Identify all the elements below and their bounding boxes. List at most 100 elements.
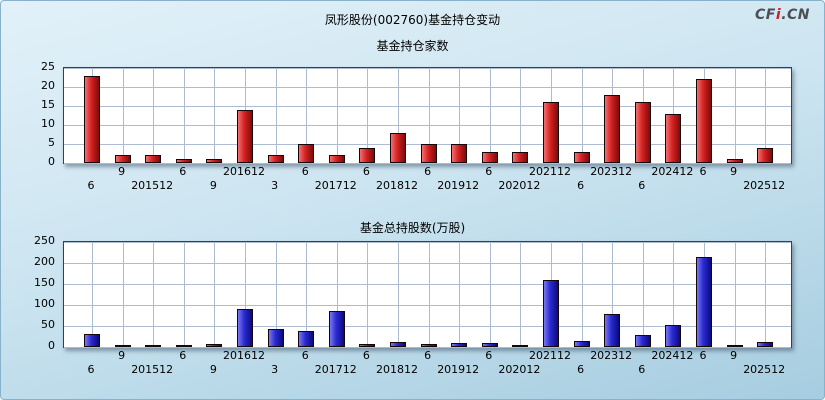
h-gridline: [64, 347, 791, 348]
x-tick-label: 202112: [529, 349, 571, 362]
h-gridline: [64, 326, 791, 327]
bar: [237, 109, 253, 163]
bar: [696, 79, 712, 163]
x-tick-label: 201712: [314, 363, 357, 376]
v-gridline: [275, 242, 277, 347]
bar: [726, 345, 743, 347]
v-gridline: [765, 68, 767, 163]
bar: [359, 147, 376, 163]
y-tick-label: 150: [34, 276, 55, 289]
bar: [114, 155, 131, 163]
v-gridline: [734, 68, 736, 163]
bar: [267, 155, 284, 163]
v-gridline: [459, 242, 461, 347]
h-gridline: [64, 305, 791, 306]
bar: [328, 311, 345, 347]
fund-holders-chart-title: 基金持仓家数: [376, 39, 449, 53]
bar: [481, 342, 498, 347]
bar: [634, 335, 651, 347]
x-tick-label: 6: [699, 165, 707, 178]
x-tick-label: 6: [424, 349, 432, 362]
bar: [84, 333, 100, 347]
bar: [267, 329, 284, 347]
bar: [237, 309, 253, 347]
h-gridline: [64, 125, 791, 126]
h-gridline: [64, 87, 791, 88]
bar: [206, 343, 223, 347]
x-tick-label: 6: [577, 179, 585, 192]
bar: [757, 341, 774, 347]
v-gridline: [642, 242, 644, 347]
v-gridline: [153, 242, 155, 347]
v-gridline: [367, 242, 369, 347]
bar: [206, 159, 223, 163]
logo-text-cf: CF: [755, 7, 776, 23]
bar: [696, 256, 712, 347]
v-gridline: [183, 68, 185, 163]
v-gridline: [153, 68, 155, 163]
bar: [390, 341, 406, 347]
v-gridline: [336, 242, 338, 347]
bar: [512, 151, 529, 163]
bar: [757, 147, 774, 163]
page-title: 凤形股份(002760)基金持仓变动: [324, 13, 501, 27]
h-gridline: [64, 68, 791, 69]
bar: [512, 344, 529, 347]
x-tick-label: 6: [485, 165, 493, 178]
x-tick-label: 6: [362, 349, 370, 362]
fund-shares-plot: [63, 241, 792, 348]
v-gridline: [673, 242, 675, 347]
v-gridline: [92, 242, 93, 347]
y-tick-label: 50: [41, 318, 55, 331]
v-gridline: [245, 242, 246, 347]
v-gridline: [398, 242, 399, 347]
x-tick-label: 6: [424, 165, 432, 178]
x-tick-label: 6: [87, 363, 95, 376]
v-gridline: [398, 68, 399, 163]
x-tick-label: 9: [730, 165, 738, 178]
fund-shares-chart-title: 基金总持股数(万股): [359, 221, 466, 235]
x-tick-label: 201812: [376, 363, 418, 376]
fund-shares-xaxis: 6 9 201512 6 9 201612 3 6 201712 6 201812 6 201912 6 2…: [63, 348, 790, 380]
x-tick-label: 202412: [651, 349, 694, 362]
bar: [175, 159, 192, 163]
bar: [145, 155, 162, 163]
v-gridline: [183, 242, 185, 347]
x-tick-label: 3: [271, 179, 279, 192]
fund-holders-yaxis: 0 5 10 15 20 25: [29, 61, 59, 168]
v-gridline: [306, 242, 308, 347]
v-gridline: [367, 68, 369, 163]
x-tick-label: 201912: [437, 363, 480, 376]
x-tick-label: 201612: [223, 165, 265, 178]
x-tick-label: 202512: [743, 363, 786, 376]
logo-text-i: i: [775, 7, 782, 23]
y-tick-label: 100: [34, 297, 55, 310]
x-tick-label: 202412: [651, 165, 694, 178]
v-gridline: [765, 242, 767, 347]
x-tick-label: 202112: [529, 165, 571, 178]
x-tick-label: 6: [179, 165, 187, 178]
v-gridline: [520, 242, 522, 347]
y-tick-label: 5: [48, 136, 55, 149]
y-tick-label: 25: [41, 60, 55, 73]
x-tick-label: 201512: [131, 179, 174, 192]
x-tick-label: 3: [271, 363, 279, 376]
x-tick-label: 6: [577, 363, 585, 376]
v-gridline: [214, 68, 216, 163]
bar: [298, 331, 315, 347]
bar: [573, 340, 590, 347]
x-tick-label: 201612: [223, 349, 265, 362]
v-gridline: [306, 68, 308, 163]
h-gridline: [64, 263, 791, 264]
x-tick-label: 202012: [498, 363, 541, 376]
v-gridline: [489, 68, 491, 163]
bar: [145, 345, 162, 347]
y-tick-label: 0: [48, 339, 55, 352]
bar: [451, 342, 468, 347]
x-tick-label: 6: [179, 349, 187, 362]
bar: [390, 132, 406, 163]
x-tick-label: 202512: [743, 179, 786, 192]
logo-text-cn: .CN: [781, 7, 810, 23]
x-tick-label: 9: [730, 349, 738, 362]
